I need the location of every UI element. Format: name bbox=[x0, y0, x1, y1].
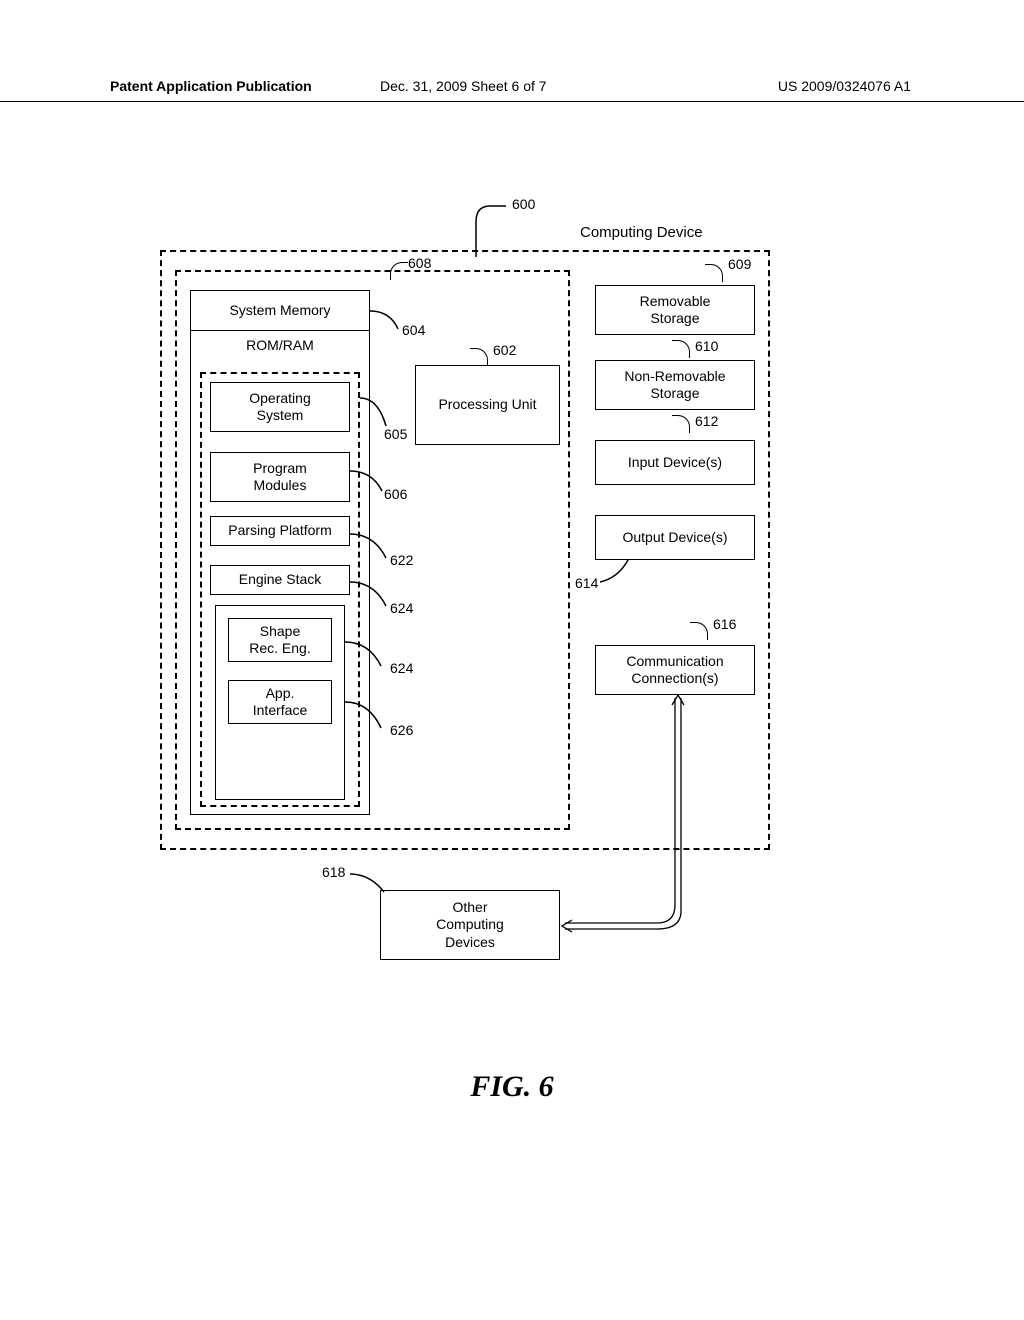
diagram-fig6: 600 Computing Device 608 System Memory R… bbox=[150, 190, 780, 950]
ref-624b: 624 bbox=[390, 660, 413, 676]
ref-602: 602 bbox=[493, 342, 516, 358]
header-left: Patent Application Publication bbox=[110, 78, 312, 94]
box-shape-rec: Shape Rec. Eng. bbox=[228, 618, 332, 662]
box-non-removable-storage: Non-Removable Storage bbox=[595, 360, 755, 410]
lead-624b bbox=[345, 638, 391, 670]
lead-626 bbox=[345, 698, 391, 732]
box-app-interface: App. Interface bbox=[228, 680, 332, 724]
ref-608: 608 bbox=[408, 255, 431, 271]
lead-608 bbox=[390, 262, 408, 280]
ref-610: 610 bbox=[695, 338, 718, 354]
box-program-modules: Program Modules bbox=[210, 452, 350, 502]
box-processing-unit: Processing Unit bbox=[415, 365, 560, 445]
ref-606: 606 bbox=[384, 486, 407, 502]
arrow-comm-other bbox=[560, 695, 740, 935]
ref-624a: 624 bbox=[390, 600, 413, 616]
ref-622: 622 bbox=[390, 552, 413, 568]
ref-618: 618 bbox=[322, 864, 345, 880]
lead-614 bbox=[600, 560, 630, 584]
box-rom-ram: ROM/RAM bbox=[190, 330, 370, 360]
ref-605: 605 bbox=[384, 426, 407, 442]
figure-caption: FIG. 6 bbox=[0, 1070, 1024, 1104]
header-right: US 2009/0324076 A1 bbox=[778, 78, 911, 94]
ref-600: 600 bbox=[512, 196, 535, 212]
ref-616: 616 bbox=[713, 616, 736, 632]
box-other-devices: Other Computing Devices bbox=[380, 890, 560, 960]
lead-600 bbox=[470, 202, 510, 257]
lead-605 bbox=[360, 390, 400, 430]
box-parsing-platform: Parsing Platform bbox=[210, 516, 350, 546]
page: Patent Application Publication Dec. 31, … bbox=[0, 0, 1024, 1320]
box-removable-storage: Removable Storage bbox=[595, 285, 755, 335]
label-computing-device: Computing Device bbox=[580, 224, 703, 241]
box-communication: Communication Connection(s) bbox=[595, 645, 755, 695]
ref-609: 609 bbox=[728, 256, 751, 272]
box-output-devices: Output Device(s) bbox=[595, 515, 755, 560]
box-input-devices: Input Device(s) bbox=[595, 440, 755, 485]
ref-626: 626 bbox=[390, 722, 413, 738]
box-operating-system: Operating System bbox=[210, 382, 350, 432]
page-header: Patent Application Publication Dec. 31, … bbox=[0, 78, 1024, 102]
ref-614: 614 bbox=[575, 575, 598, 591]
box-engine-stack: Engine Stack bbox=[210, 565, 350, 595]
header-center: Dec. 31, 2009 Sheet 6 of 7 bbox=[380, 78, 547, 94]
ref-612: 612 bbox=[695, 413, 718, 429]
box-system-memory: System Memory bbox=[190, 290, 370, 330]
lead-618 bbox=[350, 870, 390, 896]
ref-604: 604 bbox=[402, 322, 425, 338]
